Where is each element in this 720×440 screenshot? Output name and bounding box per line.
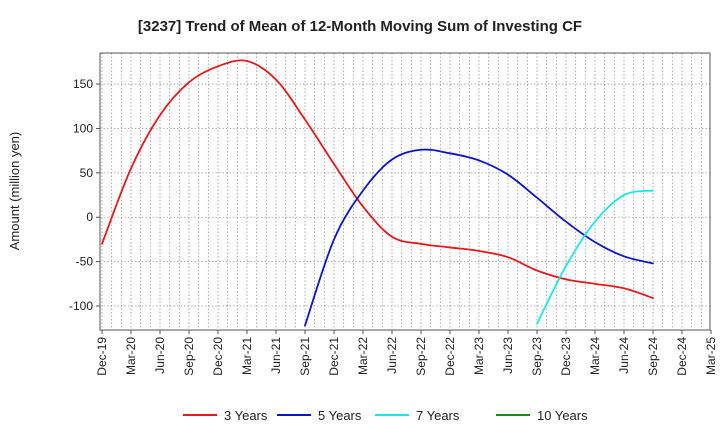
legend-label: 7 Years: [416, 408, 460, 423]
chart-title: [3237] Trend of Mean of 12-Month Moving …: [138, 18, 582, 35]
x-tick-label: Sep-21: [298, 337, 312, 376]
x-tick-label: Dec-19: [95, 337, 109, 376]
x-tick-label: Jun-22: [385, 337, 399, 374]
series-line-2: [304, 148, 654, 327]
legend: 3 Years 5 Years 7 Years 10 Years: [183, 408, 588, 423]
x-tick-label: Mar-21: [240, 337, 254, 375]
y-tick-label: 150: [73, 77, 93, 91]
series-lines: [101, 59, 654, 327]
x-tick-label: Dec-23: [559, 337, 573, 376]
x-tick-label: Mar-22: [356, 337, 370, 375]
x-tick-label: Jun-24: [617, 337, 631, 374]
series-line-3: [536, 189, 654, 325]
x-tick-label: Mar-24: [588, 337, 602, 375]
x-tick-label: Sep-24: [646, 337, 660, 376]
x-tick-label: Mar-23: [472, 337, 486, 375]
y-tick-label: -50: [76, 255, 94, 269]
x-tick-label: Mar-25: [704, 337, 718, 375]
series-line-1: [101, 59, 654, 299]
legend-label: 5 Years: [318, 408, 362, 423]
plot-background: [100, 53, 710, 330]
y-tick-label: 100: [73, 121, 93, 135]
x-tick-label: Dec-24: [675, 337, 689, 376]
x-tick-label: Jun-23: [501, 337, 515, 374]
grid: [100, 53, 710, 330]
legend-label: 3 Years: [224, 408, 268, 423]
x-tick-label: Dec-21: [327, 337, 341, 376]
plot-frame: [99, 52, 711, 331]
x-tick-label: Jun-20: [153, 337, 167, 374]
x-tick-label: Dec-20: [211, 337, 225, 376]
x-tick-label: Dec-22: [443, 337, 457, 376]
legend-label: 10 Years: [537, 408, 588, 423]
x-tick-label: Jun-21: [269, 337, 283, 374]
y-tick-label: -100: [69, 299, 93, 313]
x-tick-label: Sep-20: [182, 337, 196, 376]
y-axis-ticks: 150 100 50 0 -50 -100: [69, 77, 100, 313]
x-tick-label: Mar-20: [124, 337, 138, 375]
y-tick-label: 0: [86, 210, 93, 224]
x-axis-ticks: Dec-19 Mar-20 Jun-20 Sep-20 Dec-20 Mar-21 Jun-…: [95, 330, 718, 376]
x-tick-label: Sep-22: [414, 337, 428, 376]
y-tick-label: 50: [80, 166, 94, 180]
y-axis-label: Amount (million yen): [7, 132, 22, 251]
x-tick-label: Sep-23: [530, 337, 544, 376]
